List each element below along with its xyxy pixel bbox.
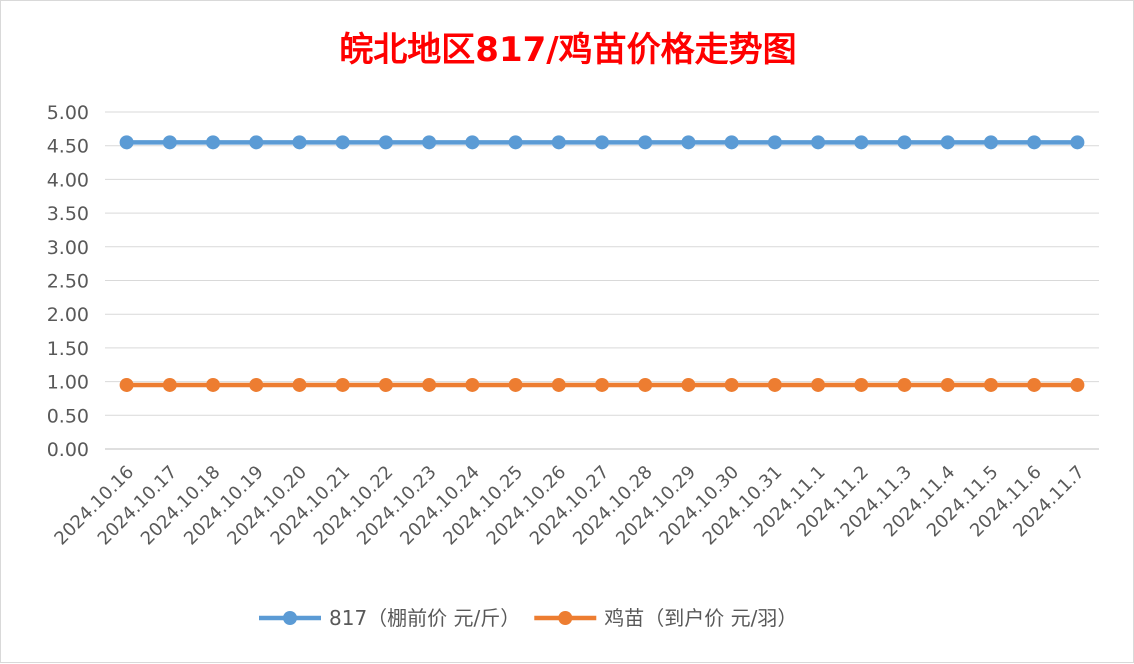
data-point	[508, 135, 523, 150]
legend-entry: 鸡苗（到户价 元/羽）	[534, 606, 797, 630]
data-point	[335, 135, 350, 150]
data-point	[1070, 377, 1085, 392]
data-point	[206, 377, 221, 392]
y-tick-label: 1.00	[47, 372, 89, 394]
y-tick-label: 0.50	[47, 405, 89, 427]
x-axis-ticks: 2024.10.162024.10.172024.10.182024.10.19…	[50, 462, 1089, 550]
data-point	[681, 135, 696, 150]
y-tick-label: 1.50	[47, 338, 89, 360]
data-point	[940, 135, 955, 150]
data-point	[767, 135, 782, 150]
series-2	[119, 377, 1085, 392]
y-tick-label: 0.00	[47, 439, 89, 461]
data-point	[595, 377, 609, 392]
y-axis-ticks: 0.00 0.50 1.00 1.50 2.00 2.50 3.00 3.50 4.00 4.50…	[47, 102, 89, 461]
data-point	[249, 135, 264, 150]
data-point	[378, 135, 393, 150]
data-point	[422, 377, 437, 392]
series-1	[119, 135, 1085, 150]
data-point	[724, 377, 739, 392]
y-tick-label: 2.50	[47, 271, 89, 293]
data-point	[638, 135, 653, 150]
gridlines	[105, 111, 1099, 450]
data-point	[983, 377, 998, 392]
data-point	[422, 135, 437, 150]
data-point	[508, 377, 523, 392]
y-tick-label: 4.00	[47, 169, 89, 191]
data-point	[940, 377, 955, 392]
data-point	[378, 377, 393, 392]
data-point	[811, 135, 826, 150]
y-tick-label: 2.00	[47, 304, 89, 326]
data-point	[1027, 377, 1042, 392]
chart-title: 皖北地区817/鸡苗价格走势图	[339, 30, 796, 70]
y-tick-label: 5.00	[47, 102, 89, 124]
data-point	[1027, 135, 1042, 150]
data-point	[595, 135, 609, 150]
data-point	[811, 377, 826, 392]
data-point	[162, 135, 177, 150]
data-point	[206, 135, 221, 150]
data-point	[983, 135, 998, 150]
legend-label: 鸡苗（到户价 元/羽）	[604, 606, 797, 630]
data-point	[767, 377, 782, 392]
data-point	[551, 377, 566, 392]
data-point	[119, 377, 134, 392]
legend: 817（棚前价 元/斤） 鸡苗（到户价 元/羽）	[259, 606, 797, 630]
data-point	[119, 135, 134, 150]
data-point	[724, 135, 739, 150]
legend-swatch-marker	[558, 611, 573, 625]
data-point	[897, 135, 912, 150]
y-tick-label: 3.50	[47, 203, 89, 225]
data-point	[1070, 135, 1085, 150]
data-point	[292, 377, 307, 392]
legend-label: 817（棚前价 元/斤）	[329, 606, 520, 630]
data-point	[249, 377, 264, 392]
series-layer	[119, 135, 1085, 392]
legend-swatch-marker	[283, 611, 297, 625]
data-point	[681, 377, 696, 392]
data-point	[854, 377, 869, 392]
data-point	[551, 135, 566, 150]
y-tick-label: 4.50	[47, 136, 89, 158]
data-point	[854, 135, 869, 150]
legend-entry: 817（棚前价 元/斤）	[259, 606, 520, 630]
data-point	[335, 377, 350, 392]
data-point	[638, 377, 653, 392]
data-point	[292, 135, 307, 150]
data-point	[897, 377, 912, 392]
data-point	[465, 135, 480, 150]
data-point	[465, 377, 480, 392]
y-tick-label: 3.00	[47, 237, 89, 259]
data-point	[162, 377, 177, 392]
